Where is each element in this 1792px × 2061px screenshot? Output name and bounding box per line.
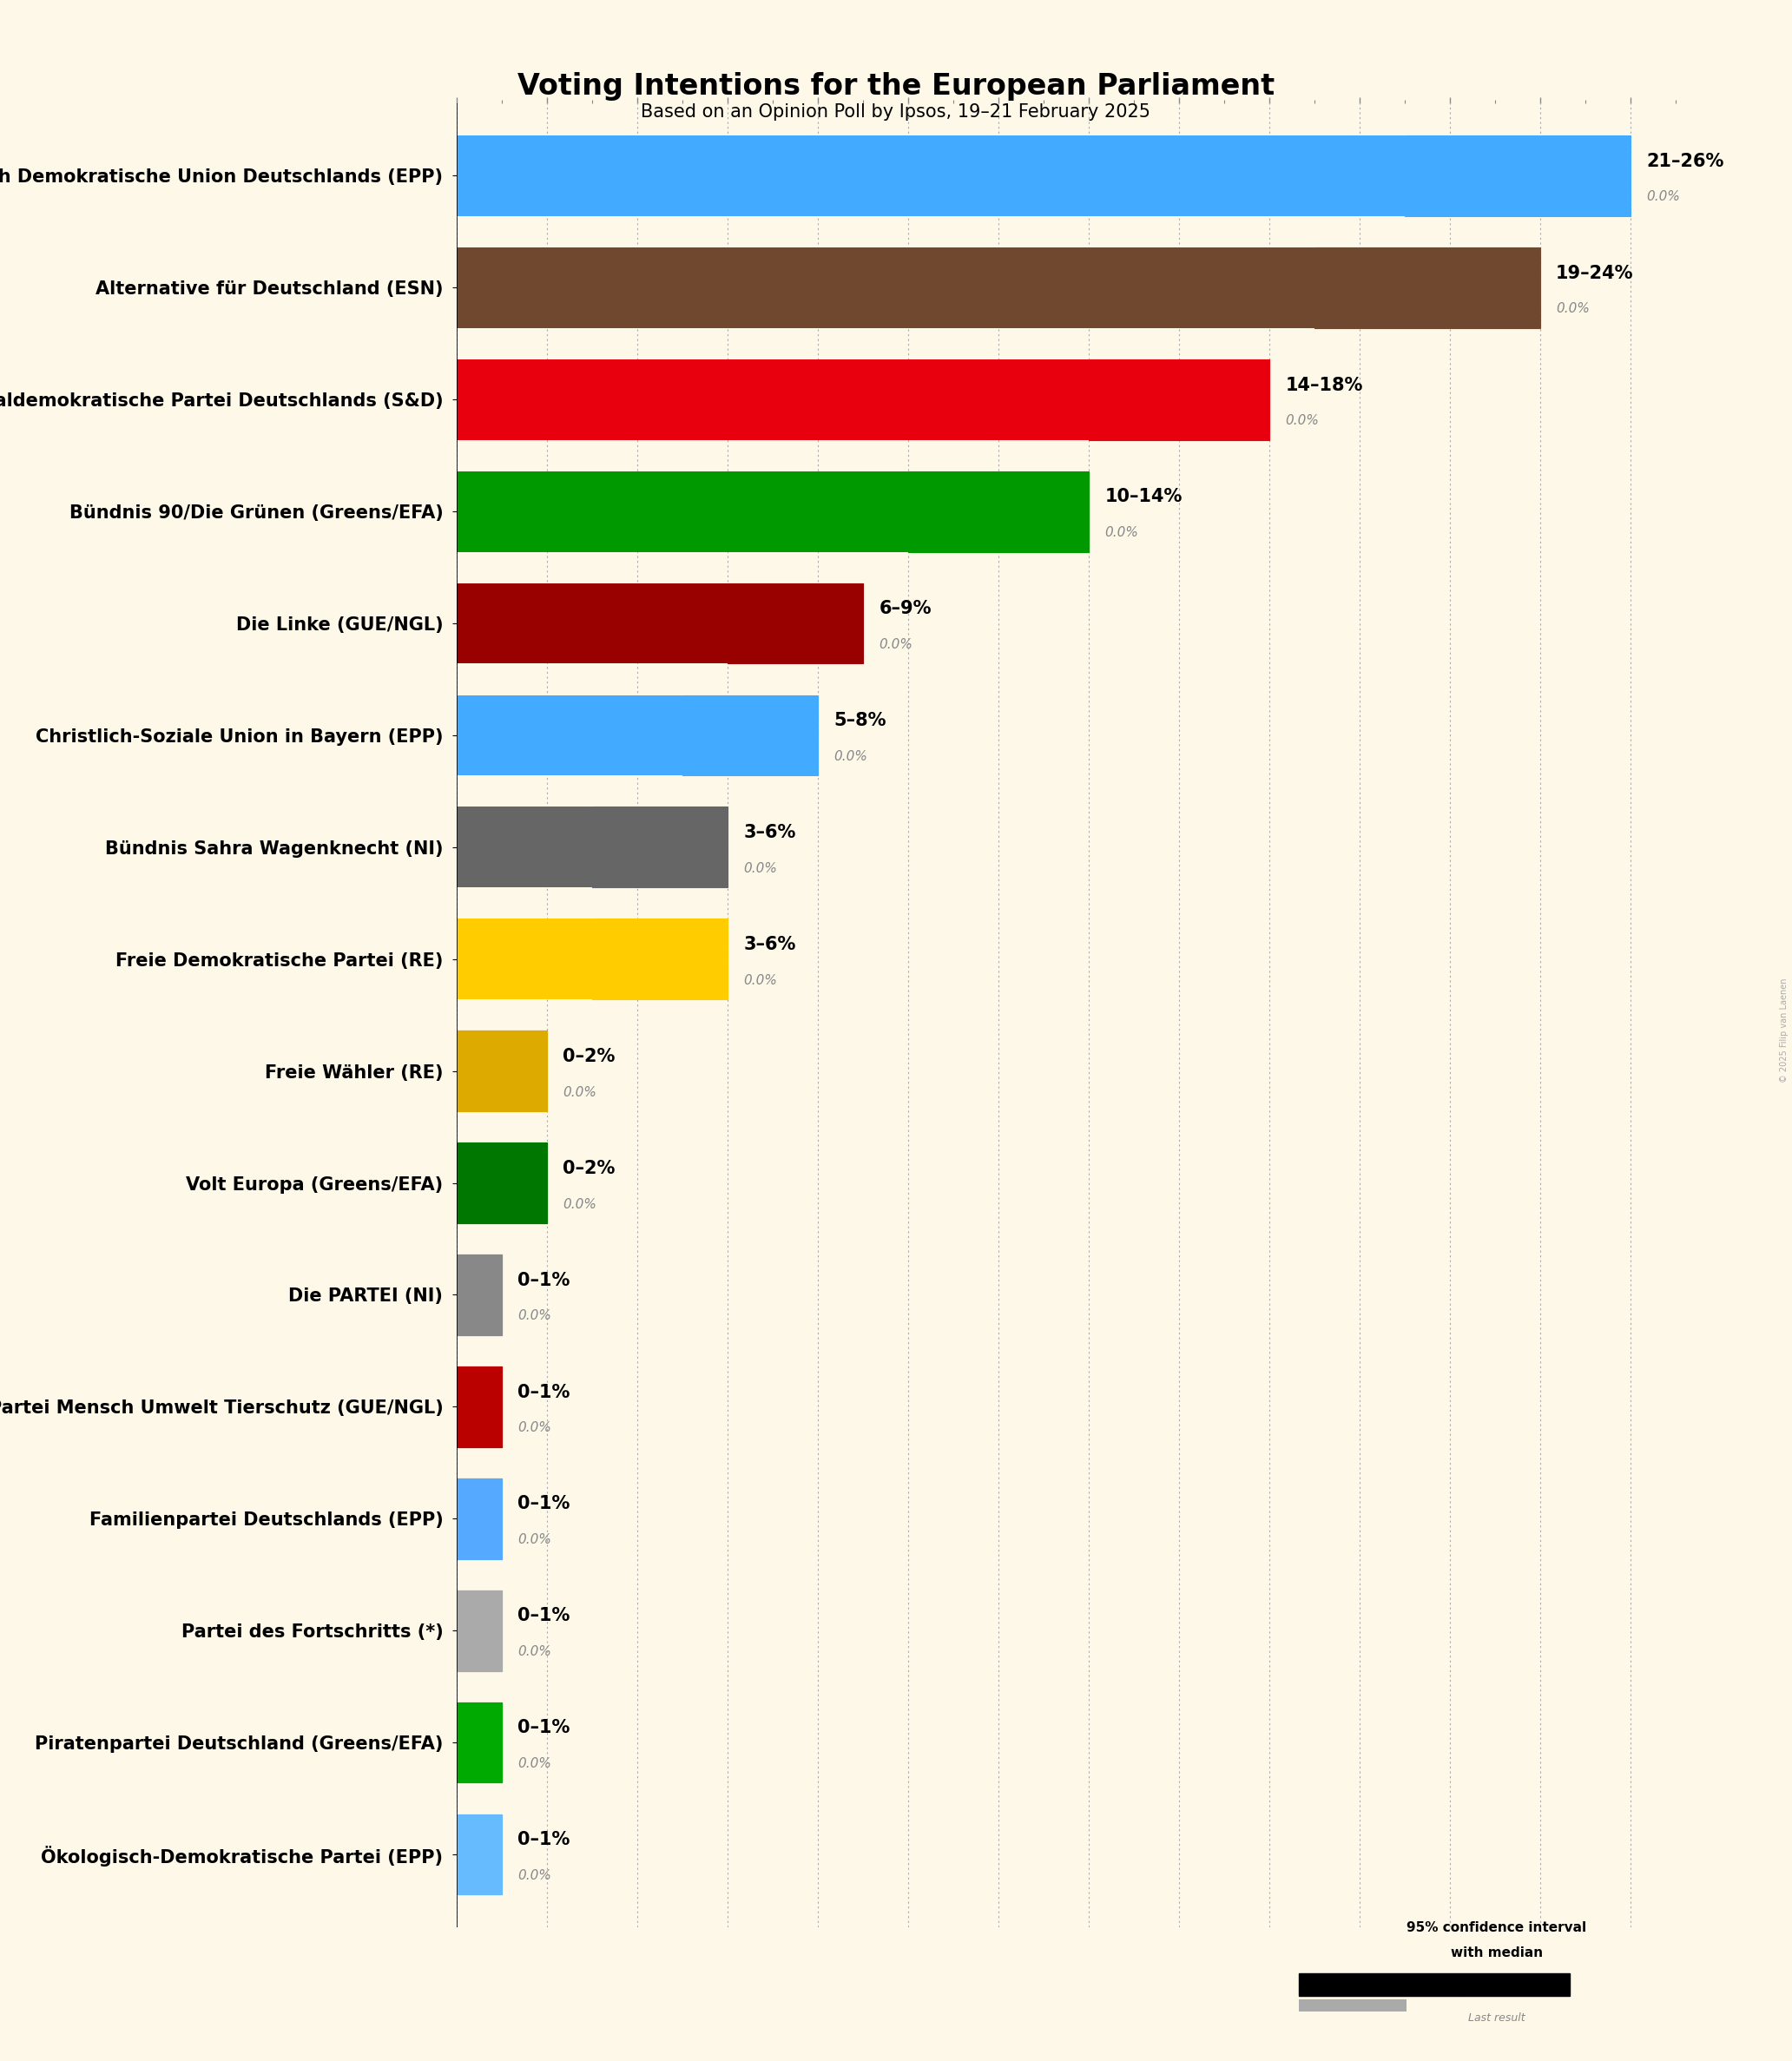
Bar xyxy=(1090,359,1269,439)
Bar xyxy=(457,359,1090,439)
Text: 0.0%: 0.0% xyxy=(744,861,778,876)
Bar xyxy=(457,1030,547,1111)
Text: with median: with median xyxy=(1450,1946,1543,1960)
Bar xyxy=(1315,247,1539,328)
Bar xyxy=(457,1366,502,1447)
Bar xyxy=(1299,1999,1407,2012)
Bar xyxy=(683,695,817,775)
Text: 3–6%: 3–6% xyxy=(744,824,796,841)
Bar xyxy=(457,1366,502,1447)
Text: 0.0%: 0.0% xyxy=(518,1309,552,1323)
Text: 0–1%: 0–1% xyxy=(518,1272,570,1288)
Text: 0–2%: 0–2% xyxy=(563,1160,615,1177)
Text: 0.0%: 0.0% xyxy=(563,1086,597,1099)
Bar xyxy=(909,472,1090,552)
Text: 10–14%: 10–14% xyxy=(1104,488,1183,505)
Bar xyxy=(457,1478,502,1558)
Bar xyxy=(457,1814,502,1894)
Bar xyxy=(457,1142,547,1222)
Text: 14–18%: 14–18% xyxy=(1285,377,1362,394)
Text: 5–8%: 5–8% xyxy=(833,711,887,730)
Text: 0.0%: 0.0% xyxy=(833,750,867,763)
Bar xyxy=(457,1030,547,1111)
Bar xyxy=(457,1702,502,1783)
Text: Voting Intentions for the European Parliament: Voting Intentions for the European Parli… xyxy=(518,72,1274,101)
Text: 0.0%: 0.0% xyxy=(744,975,778,987)
Text: 0.0%: 0.0% xyxy=(518,1758,552,1770)
Text: 0–1%: 0–1% xyxy=(518,1830,570,1849)
Text: 0.0%: 0.0% xyxy=(563,1197,597,1210)
Text: Based on an Opinion Poll by Ipsos, 19–21 February 2025: Based on an Opinion Poll by Ipsos, 19–21… xyxy=(642,103,1150,120)
Bar xyxy=(457,1255,502,1336)
Text: 0–1%: 0–1% xyxy=(518,1608,570,1624)
Bar xyxy=(457,472,909,552)
Text: 0.0%: 0.0% xyxy=(1285,414,1319,427)
Bar xyxy=(457,1142,547,1222)
Text: 0.0%: 0.0% xyxy=(518,1422,552,1434)
Bar xyxy=(593,919,728,1000)
Bar xyxy=(457,695,683,775)
Text: 0.0%: 0.0% xyxy=(1555,303,1590,315)
Bar xyxy=(457,1814,502,1894)
Text: 3–6%: 3–6% xyxy=(744,936,796,954)
Text: Last result: Last result xyxy=(1468,2012,1525,2024)
Text: 0.0%: 0.0% xyxy=(1104,526,1138,540)
Bar xyxy=(1405,136,1631,216)
Bar xyxy=(457,1478,502,1558)
Text: 0–1%: 0–1% xyxy=(518,1719,570,1737)
Text: 0.0%: 0.0% xyxy=(518,1533,552,1546)
Text: 0.0%: 0.0% xyxy=(518,1645,552,1659)
Bar xyxy=(1462,1974,1570,1995)
Text: 0–1%: 0–1% xyxy=(518,1496,570,1513)
Bar xyxy=(457,1702,502,1783)
Text: 21–26%: 21–26% xyxy=(1647,153,1724,169)
Text: 19–24%: 19–24% xyxy=(1555,264,1634,282)
Bar xyxy=(457,1591,502,1671)
Text: © 2025 Filip van Laenen: © 2025 Filip van Laenen xyxy=(1779,979,1788,1082)
Bar xyxy=(457,583,728,664)
Bar xyxy=(457,1591,502,1671)
Bar xyxy=(457,919,593,1000)
Bar xyxy=(457,247,1315,328)
Text: 0–1%: 0–1% xyxy=(518,1383,570,1401)
Text: 95% confidence interval: 95% confidence interval xyxy=(1407,1921,1586,1935)
Bar xyxy=(593,808,728,888)
Bar xyxy=(728,583,864,664)
Bar xyxy=(457,1255,502,1336)
Text: 0.0%: 0.0% xyxy=(1647,190,1679,204)
Text: 0–2%: 0–2% xyxy=(563,1047,615,1066)
Text: 6–9%: 6–9% xyxy=(878,600,932,618)
Text: 0.0%: 0.0% xyxy=(878,639,912,651)
Bar xyxy=(457,136,1405,216)
Text: 0.0%: 0.0% xyxy=(518,1869,552,1882)
Bar xyxy=(457,808,593,888)
Bar xyxy=(1299,1974,1462,1995)
